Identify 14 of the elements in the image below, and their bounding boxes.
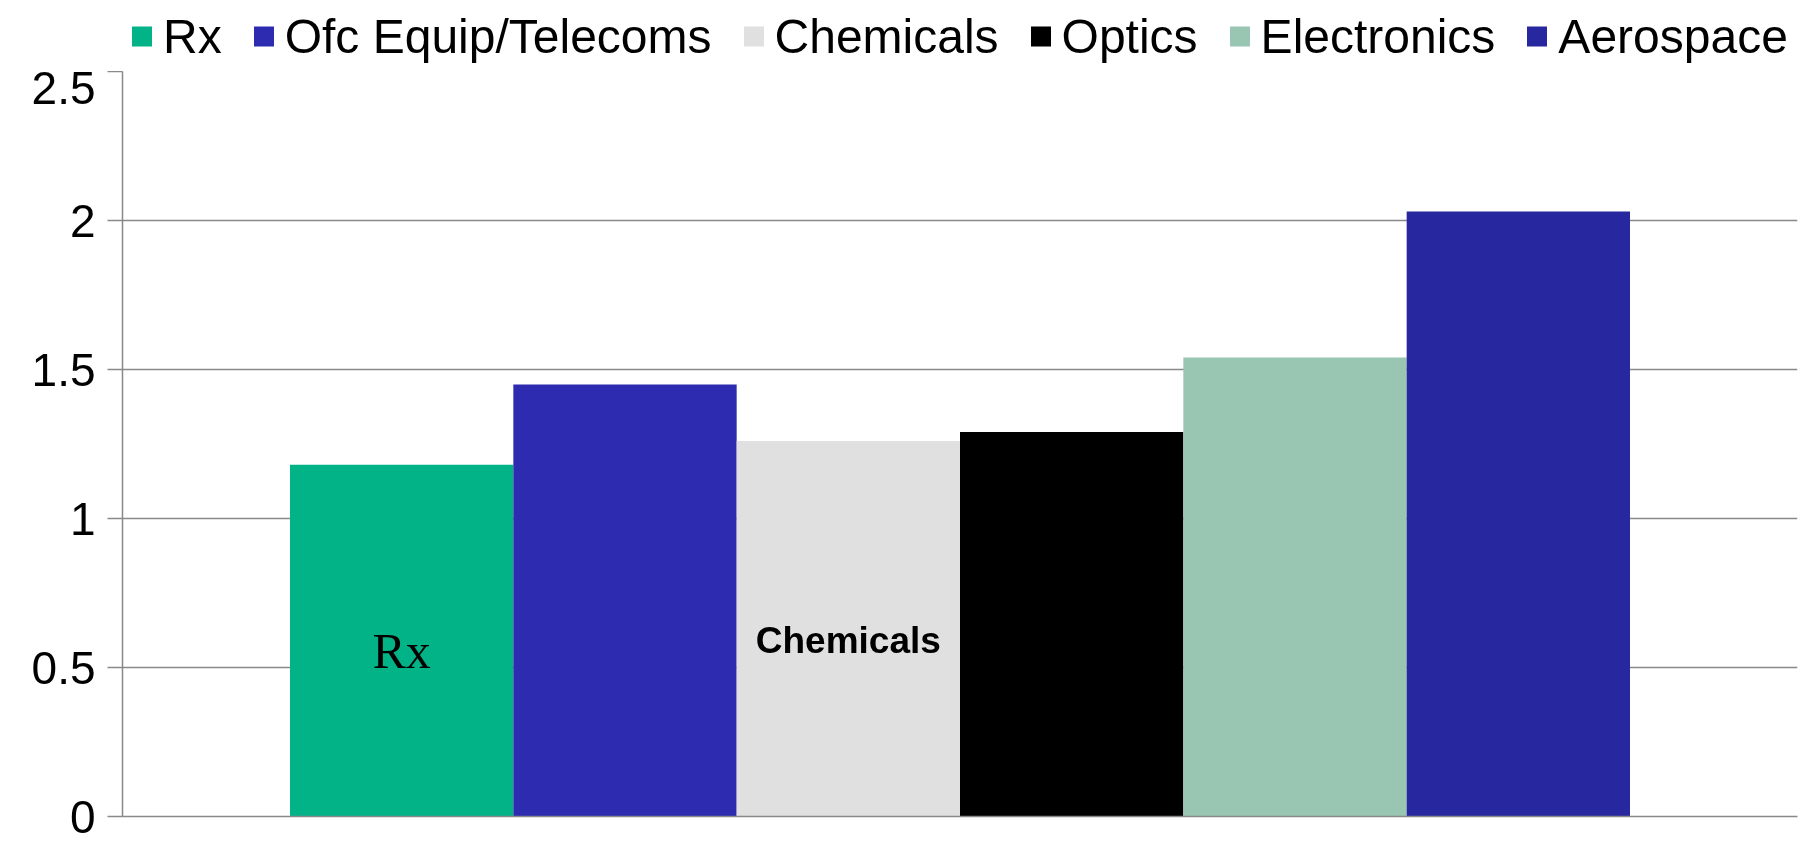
legend-label: Ofc Equip/Telecoms <box>284 8 712 63</box>
y-tick-label: 2.5 <box>31 61 96 114</box>
y-tick-label: 1 <box>69 492 96 545</box>
legend-label: Electronics <box>1260 8 1496 63</box>
data-label: Rx <box>372 623 431 680</box>
data-label: Chemicals <box>755 619 941 661</box>
y-tick-label: 0 <box>69 790 96 843</box>
legend-label: Optics <box>1061 8 1198 63</box>
legend-label: Chemicals <box>774 8 999 63</box>
y-tick-label: 1.5 <box>31 343 96 396</box>
legend-label: Rx <box>163 8 222 63</box>
y-tick-label: 0.5 <box>31 641 96 694</box>
y-tick-label: 2 <box>69 194 96 247</box>
legend-label: Aerospace <box>1558 8 1788 63</box>
